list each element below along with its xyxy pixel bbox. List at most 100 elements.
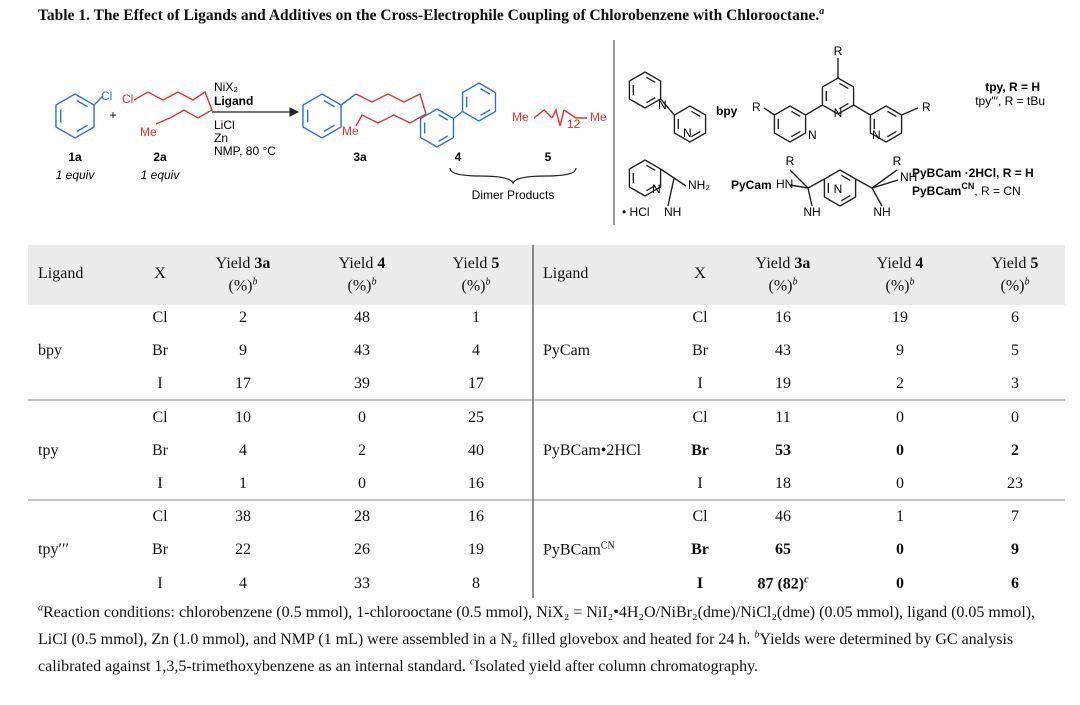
cell-value: 87 (82) [757, 575, 805, 593]
column-header: X [154, 265, 166, 282]
compound-label: 1a [68, 150, 82, 164]
header-text: Yield [338, 255, 374, 272]
cell: 16 [468, 475, 484, 492]
cell: 46 [775, 508, 791, 526]
cell: 2 [239, 309, 247, 326]
cell: I [696, 574, 704, 592]
cell: 8 [472, 574, 480, 592]
bond [887, 130, 897, 138]
atom-label: N [652, 182, 661, 196]
bond [869, 105, 903, 143]
cell: 0 [358, 408, 366, 426]
atom-label: N [872, 128, 881, 142]
cell: 40 [468, 441, 484, 459]
ligand-name: tpy′′′, R = tBu [975, 94, 1045, 108]
compound-label: 2a [153, 150, 167, 164]
header-note: b [485, 276, 491, 288]
bond [791, 110, 801, 118]
header-note: b [909, 276, 915, 288]
cell: 16 [468, 508, 484, 526]
column-header: X [694, 265, 706, 282]
ligand-cell: PyBCam•2HCl [543, 442, 641, 460]
header-note: b [792, 276, 798, 288]
header-note: b [252, 276, 258, 288]
ligand-name: tpy, R = H [985, 80, 1040, 94]
condition: Ligand [214, 94, 253, 108]
atom-label: NH₂ [688, 178, 710, 192]
bond [340, 93, 357, 106]
cell: 33 [354, 574, 370, 592]
cell: 3 [1011, 375, 1019, 393]
cell: 43 [775, 342, 791, 360]
bond [691, 110, 701, 118]
cell: 0 [896, 441, 904, 459]
atom-label: NH [803, 205, 820, 219]
bond [628, 159, 662, 197]
cell: 6 [1011, 309, 1019, 326]
compound-label: 3a [353, 150, 367, 164]
bond [646, 96, 656, 104]
cell: 9 [896, 342, 904, 360]
header-text: Yield [991, 255, 1027, 272]
header-text: Yield [215, 255, 251, 272]
header-unit: (%) [768, 277, 793, 295]
bond [76, 99, 88, 108]
cell: 5 [1011, 342, 1019, 360]
bond [839, 102, 849, 110]
header-text: Yield [452, 255, 488, 272]
condition: Zn [214, 131, 228, 145]
equiv-label: 1 equiv [56, 168, 96, 182]
atom-label: Me [512, 110, 529, 124]
title-note: a [819, 6, 825, 17]
header-compound: 4 [377, 255, 386, 272]
atom-label: R [752, 100, 761, 114]
cell: Br [692, 342, 708, 360]
bond [628, 71, 662, 109]
footnote: bYields were determined by GC analysis c… [38, 630, 1013, 675]
ligand-name: PyBCamCN, R = CN [912, 181, 1021, 198]
ligand-name: PyBCam•2HCl [543, 441, 642, 459]
condition: NMP, 80 °C [214, 144, 276, 158]
cell: 19 [468, 541, 484, 559]
column-header: Yield 4 [877, 255, 924, 273]
bond [821, 77, 855, 115]
header-compound: 4 [915, 255, 924, 272]
header-unit: (%) [1000, 277, 1025, 295]
header-note: b [1024, 276, 1030, 288]
bond [887, 110, 897, 118]
compound-label: 4 [455, 150, 462, 164]
column-header-unit: (%)b [229, 276, 258, 295]
cell: Br [152, 541, 168, 559]
footnote-text: Isolated yield after column chromatograp… [474, 657, 759, 675]
title-text: Table 1. The Effect of Ligands and Addit… [38, 7, 820, 25]
column-header: Yield 4 [339, 255, 386, 273]
cell: 7 [1011, 508, 1019, 526]
column-header: Yield 5 [453, 255, 500, 273]
cell: 1 [472, 309, 480, 326]
bond [841, 194, 851, 202]
header-compound: 5 [491, 255, 500, 272]
bond [449, 167, 577, 185]
footnote-mark: c [469, 656, 475, 668]
bond [805, 104, 823, 116]
plus: + [109, 108, 116, 122]
cell: 0 [896, 541, 904, 559]
bond [823, 169, 857, 207]
footnote: aReaction conditions: chlorobenzene (0.5… [38, 603, 1035, 648]
ligand-name-part: , R = CN [974, 184, 1020, 198]
cell: 17 [235, 375, 251, 393]
bond [438, 135, 449, 143]
header-unit: (%) [228, 277, 253, 295]
atom-label: R [834, 44, 843, 58]
bond [791, 130, 801, 138]
cell: 43 [354, 342, 370, 360]
cell: Br [152, 441, 168, 459]
cell: I [157, 375, 163, 393]
cell: I [157, 574, 163, 592]
ligand-name: tpy [38, 441, 59, 459]
atom-label: N [808, 128, 817, 142]
bond [323, 99, 335, 108]
condition: LiCl [214, 118, 235, 132]
